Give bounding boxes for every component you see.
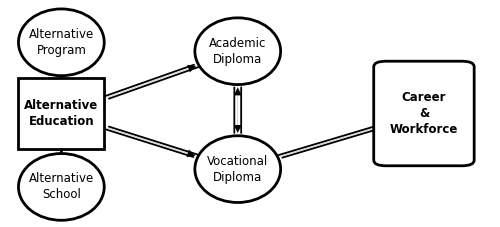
FancyBboxPatch shape xyxy=(18,78,104,149)
Text: Vocational
Diploma: Vocational Diploma xyxy=(207,155,268,184)
Text: Alternative
Program: Alternative Program xyxy=(28,28,94,57)
Ellipse shape xyxy=(195,136,280,202)
Ellipse shape xyxy=(18,9,104,76)
Ellipse shape xyxy=(18,153,104,220)
Ellipse shape xyxy=(195,18,280,85)
Text: Alternative
Education: Alternative Education xyxy=(24,99,99,128)
Text: Career
&
Workforce: Career & Workforce xyxy=(390,91,458,136)
Text: Academic
Diploma: Academic Diploma xyxy=(209,37,266,66)
Text: Alternative
School: Alternative School xyxy=(28,173,94,201)
FancyBboxPatch shape xyxy=(374,61,474,166)
